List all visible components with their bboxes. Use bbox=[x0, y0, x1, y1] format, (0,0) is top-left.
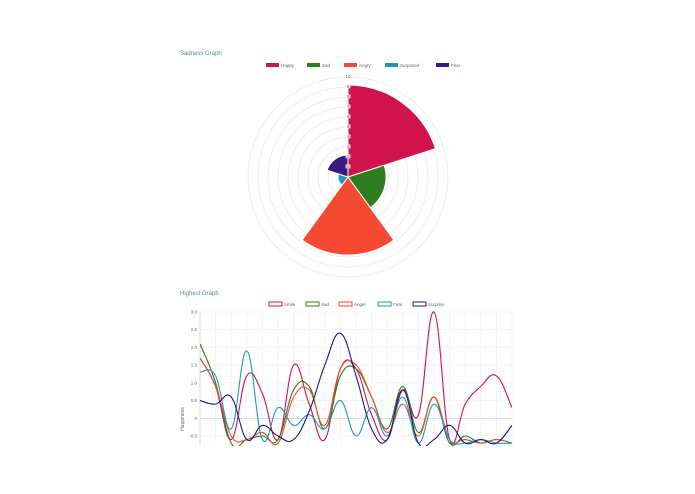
y-tick-label: -0.5 bbox=[189, 434, 197, 439]
legend-swatch-smile bbox=[268, 301, 283, 307]
polar-tick-label: 3 bbox=[347, 144, 350, 149]
legend-swatch-happy bbox=[266, 63, 279, 67]
legend-label-happy: Happy bbox=[281, 63, 295, 68]
polar-tick-label: 4 bbox=[347, 134, 350, 139]
polar-tick-label: 8 bbox=[347, 94, 350, 99]
polar-tick-label: 5 bbox=[347, 124, 350, 129]
line-chart: Smile Sad Anger Fear Surprise 3.0 2.5 2.0 1.5 1.0… bbox=[180, 301, 513, 446]
polar-slice-angry bbox=[301, 176, 395, 256]
y-tick-label: 2.5 bbox=[191, 327, 198, 332]
polar-tick-label: 9 bbox=[347, 84, 350, 89]
y-tick-label: 2.0 bbox=[191, 345, 198, 350]
polar-tick-bg bbox=[345, 94, 351, 99]
legend-swatch-fear bbox=[436, 63, 449, 67]
polar-tick-label: 6 bbox=[347, 114, 350, 119]
legend-label-angry: Angry bbox=[359, 63, 372, 68]
legend-swatch-sad bbox=[305, 301, 320, 307]
y-axis-title: Happiness bbox=[180, 407, 186, 431]
y-tick-label: 3.0 bbox=[191, 310, 198, 315]
legend-swatch-surprised bbox=[385, 63, 398, 67]
polar-tick-label: 10 bbox=[345, 74, 351, 79]
polar-tick-label: 2 bbox=[347, 154, 350, 159]
legend-label-surprise: Surprise bbox=[428, 302, 445, 307]
legend-label-sad: Sad bbox=[322, 63, 331, 68]
legend-label-fear: Fear bbox=[393, 302, 403, 307]
polar-tick-label: 7 bbox=[347, 104, 350, 109]
polar-tick-bg bbox=[345, 74, 351, 79]
legend-swatch-surprise bbox=[412, 301, 427, 307]
legend-label-anger: Anger bbox=[354, 302, 367, 307]
line-series-surprise bbox=[200, 332, 512, 446]
polar-tick-bg bbox=[345, 144, 351, 149]
legend-label-surprised: Surprised bbox=[400, 63, 420, 68]
polar-chart-title: Sadness Graph bbox=[180, 51, 222, 57]
line-series-fear bbox=[200, 350, 512, 445]
legend-swatch-anger bbox=[338, 301, 353, 307]
legend-swatch-angry bbox=[344, 63, 357, 67]
y-tick-label: 0.5 bbox=[191, 398, 198, 403]
legend-swatch-fear bbox=[377, 301, 392, 307]
polar-slice-happy bbox=[347, 84, 437, 178]
polar-tick-bg bbox=[345, 124, 351, 129]
polar-tick-bg bbox=[345, 154, 351, 159]
polar-tick-label: 1 bbox=[347, 164, 350, 169]
y-tick-label: 1.5 bbox=[191, 363, 198, 368]
polar-area-chart: Happy Sad Angry Surprised Fear 1 2 3 4 5 6 7 8 9 10 bbox=[247, 63, 461, 278]
legend-label-smile: Smile bbox=[284, 302, 296, 307]
legend-swatch-sad bbox=[307, 63, 320, 67]
line-series-smile bbox=[200, 311, 512, 445]
y-tick-label: 1.0 bbox=[191, 380, 198, 385]
line-series-group bbox=[200, 311, 512, 446]
polar-slice-fear bbox=[326, 154, 349, 178]
y-tick-label: 0 bbox=[194, 416, 197, 421]
polar-tick-bg bbox=[345, 104, 351, 109]
polar-tick-bg bbox=[345, 164, 351, 169]
line-chart-title: Highest Graph bbox=[180, 291, 219, 297]
polar-tick-bg bbox=[345, 84, 351, 89]
legend-label-fear: Fear bbox=[451, 63, 461, 68]
line-series-anger bbox=[200, 357, 512, 446]
legend-label-sad: Sad bbox=[321, 302, 330, 307]
polar-slice-sad bbox=[347, 164, 387, 209]
polar-tick-bg bbox=[345, 114, 351, 119]
polar-tick-bg bbox=[345, 134, 351, 139]
